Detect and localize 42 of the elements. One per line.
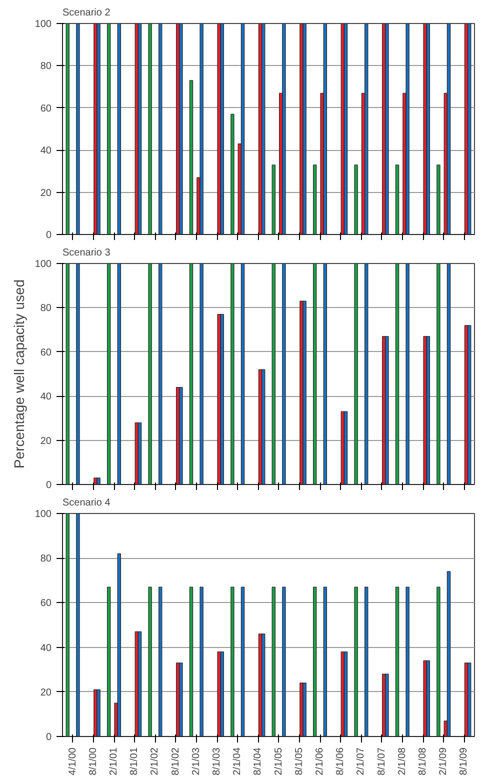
y-tick-label: 20 [40, 188, 52, 199]
y-tick-label: 20 [40, 687, 52, 698]
x-tick-label: 8/1/02 [170, 747, 182, 776]
chart-title: Scenario 2 [62, 8, 111, 18]
x-tick-label: 8/1/07 [376, 747, 388, 776]
y-tick-label: 100 [34, 19, 52, 30]
y-tick-label: 40 [40, 392, 52, 403]
y-tick-label: 20 [40, 436, 52, 447]
x-tick-label: 2/1/05 [273, 747, 284, 776]
x-tick-label: 8/1/04 [252, 747, 264, 776]
y-tick-label: 0 [46, 732, 52, 743]
x-tick-label: 2/1/04 [232, 747, 244, 776]
y-tick-label: 40 [40, 146, 52, 157]
x-tick-label: 2/1/07 [356, 747, 367, 776]
x-tick-label: 8/1/03 [212, 747, 222, 776]
chart-title: Scenario 4 [62, 498, 111, 508]
x-tick-label: 8/1/08 [418, 747, 428, 776]
y-tick-label: 100 [34, 259, 52, 270]
x-tick-label: 2/1/08 [396, 747, 408, 776]
y-tick-label: 80 [40, 554, 52, 565]
y-tick-label: 60 [40, 103, 52, 114]
y-tick-label: 0 [46, 230, 52, 241]
x-tick-label: 8/1/01 [129, 747, 140, 776]
x-tick-label: 8/1/06 [335, 747, 346, 776]
x-tick-label: 2/1/03 [190, 747, 202, 776]
x-tick-label: 8/1/09 [458, 747, 470, 776]
chart-title: Scenario 3 [62, 248, 111, 258]
x-tick-label: 2/1/06 [314, 747, 326, 776]
y-tick-label: 80 [40, 303, 52, 314]
y-tick-label: 100 [34, 509, 52, 520]
x-tick-label: 8/1/05 [294, 747, 305, 776]
y-tick-label: 40 [40, 642, 52, 654]
y-axis-title: Percentage well capacity used [10, 279, 27, 469]
y-tick-label: 80 [40, 61, 52, 72]
y-tick-label: 60 [40, 347, 52, 358]
x-tick-label: 4/1/00 [67, 747, 78, 776]
y-tick-label: 60 [40, 598, 52, 610]
x-tick-label: 8/1/00 [88, 747, 99, 776]
x-tick-label: 2/1/02 [150, 747, 161, 776]
y-tick-label: 0 [46, 480, 52, 491]
x-tick-label: 2/1/01 [108, 747, 120, 776]
x-tick-label: 2/1/09 [438, 747, 450, 776]
